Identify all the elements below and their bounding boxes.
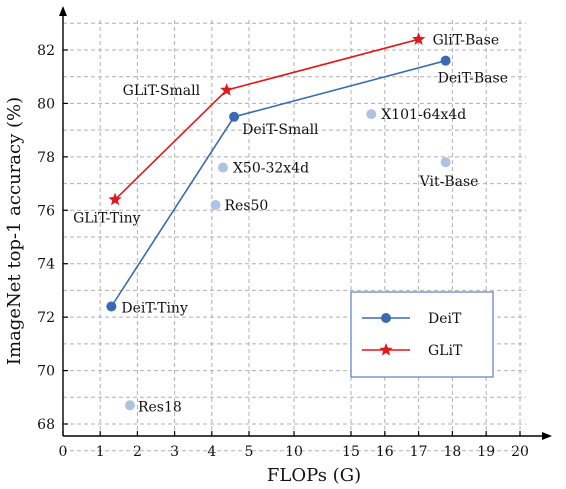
- point-label: X101-64x4d: [381, 107, 466, 123]
- point-baseline: [440, 157, 451, 168]
- point-label: Vit-Base: [419, 174, 479, 190]
- x-tick-label: 2: [133, 444, 142, 460]
- legend-box: [350, 291, 494, 378]
- point-label: DeiT-Tiny: [121, 300, 188, 316]
- point-glit: [108, 192, 122, 206]
- legend: DeiT GLiT: [350, 291, 494, 378]
- point-glit: [411, 32, 426, 45]
- x-tick-label: 1: [96, 444, 105, 460]
- x-axis-arrow: [542, 432, 552, 440]
- y-tick-label: 78: [37, 150, 55, 166]
- legend-marker-deit: [381, 313, 391, 323]
- point-label: X50-32x4d: [233, 161, 309, 177]
- y-tick-label: 72: [37, 310, 55, 326]
- point-label: GliT-Base: [433, 32, 500, 48]
- y-tick-label: 70: [37, 364, 55, 380]
- y-tick-label: 74: [37, 257, 55, 273]
- y-tick-label: 80: [37, 96, 55, 112]
- x-tick-label: 10: [285, 444, 303, 460]
- axes: 0 1 2 3 4 5 10 15 16 17 18 19 20 68 70 72 74 76 78 80 82: [37, 6, 552, 460]
- x-tick-label: 18: [443, 444, 461, 460]
- x-tick-label: 15: [342, 444, 360, 460]
- point-label: DeiT-Base: [438, 71, 508, 87]
- point-deit: [106, 301, 117, 312]
- x-tick-label: 19: [477, 444, 495, 460]
- y-tick-label: 76: [37, 203, 55, 219]
- point-label: GLiT-Tiny: [73, 211, 141, 227]
- point-label: Res50: [225, 198, 269, 214]
- x-tick-label: 3: [170, 444, 179, 460]
- point-baseline: [210, 199, 221, 210]
- point-glit: [220, 83, 234, 96]
- point-deit: [229, 111, 240, 122]
- point-baseline: [124, 400, 135, 411]
- legend-marker-glit: [379, 343, 393, 356]
- point-labels: DeiT-Tiny DeiT-Small DeiT-Base GLiT-Tiny GLi…: [73, 32, 508, 415]
- x-axis-title: FLOPs (G): [267, 465, 361, 486]
- y-tick-label: 68: [37, 417, 55, 433]
- point-baseline: [366, 109, 377, 120]
- legend-label-deit: DeiT: [428, 311, 462, 327]
- y-tick-label: 82: [37, 43, 55, 59]
- point-baseline: [217, 162, 228, 173]
- x-tick-label: 20: [511, 444, 529, 460]
- y-axis-title: ImageNet top-1 accuracy (%): [4, 97, 25, 365]
- x-tick-label: 17: [410, 444, 428, 460]
- legend-label-glit: GLiT: [428, 343, 463, 359]
- point-deit: [440, 55, 451, 66]
- point-label: GLiT-Small: [123, 83, 201, 99]
- x-tick-label: 5: [245, 444, 254, 460]
- series-layer: [106, 32, 451, 411]
- y-axis-arrow: [59, 6, 67, 16]
- x-tick-label: 4: [207, 444, 216, 460]
- x-tick-label: 16: [376, 444, 394, 460]
- point-label: DeiT-Small: [242, 122, 319, 138]
- x-tick-label: 0: [59, 444, 68, 460]
- point-label: Res18: [138, 399, 182, 415]
